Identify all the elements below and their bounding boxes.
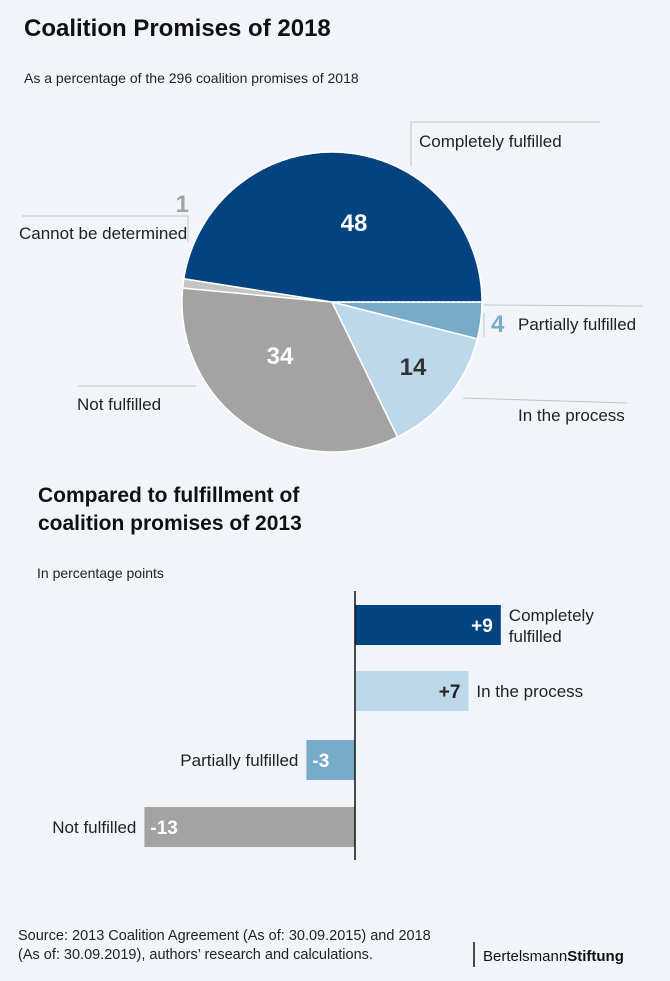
pie-label-partially-fulfilled: Partially fulfilled xyxy=(518,315,636,334)
bar-value-not-fulfilled: -13 xyxy=(150,818,177,839)
bar-label-line1: Completely xyxy=(509,606,595,625)
bar-partially-fulfilled xyxy=(306,740,355,780)
bar-label-not-fulfilled: Not fulfilled xyxy=(52,818,136,837)
bar-label-in-the-process: In the process xyxy=(476,682,583,701)
bar-label-completely-fulfilled: Completely fulfilled xyxy=(509,606,595,646)
bar-completely-fulfilled xyxy=(355,605,501,645)
pie-value-outer-cannot-be-determined: 1 xyxy=(176,191,189,218)
pie-slice-in-the-process xyxy=(330,300,479,439)
pie-slice-not-fulfilled xyxy=(181,287,399,453)
source-line-1: Source: 2013 Coalition Agreement (As of:… xyxy=(18,928,431,944)
pie-label-completely-fulfilled: Completely fulfilled xyxy=(419,132,562,151)
pie-label-in-the-process: In the process xyxy=(518,406,625,425)
leader-line-completely-fulfilled xyxy=(410,121,600,166)
pie-title: Coalition Promises of 2018 xyxy=(24,15,331,42)
bar-title-line2: coalition promises of 2013 xyxy=(38,512,302,535)
bar-value-partially-fulfilled: -3 xyxy=(312,751,329,772)
logo-part-bertelsmann: Bertelsmann xyxy=(483,948,567,965)
bar-title-line1: Compared to fulfillment of xyxy=(38,484,300,507)
bar-not-fulfilled xyxy=(144,807,355,847)
pie-value-label-in-the-process: 14 xyxy=(400,354,427,381)
source-line-2: (As of: 30.09.2019), authors’ research a… xyxy=(18,947,373,963)
bar-value-completely-fulfilled: +9 xyxy=(471,616,493,637)
bar-subtitle: In percentage points xyxy=(37,565,164,581)
leader-line-partially-fulfilled xyxy=(483,304,644,307)
pie-subtitle: As a percentage of the 296 coalition pro… xyxy=(24,70,359,86)
leader-line-cannot-be-determined xyxy=(22,215,189,242)
pie-value-label-not-fulfilled: 34 xyxy=(267,343,294,370)
pie-value-label-completely-fulfilled: 48 xyxy=(341,210,368,237)
pie-label-cannot-be-determined: Cannot be determined xyxy=(19,224,187,243)
bar-in-the-process xyxy=(355,671,469,711)
pie-slice-completely-fulfilled xyxy=(182,151,483,303)
logo-wordmark: BertelsmannStiftung xyxy=(483,948,624,965)
bar-value-in-the-process: +7 xyxy=(439,682,461,703)
pie-slices xyxy=(181,151,483,453)
bars: +9 Completely fulfilled +7 In the process -3 P… xyxy=(52,605,594,847)
pie-value-outer-partially-fulfilled: 4 xyxy=(491,311,505,338)
bar-label-partially-fulfilled: Partially fulfilled xyxy=(180,751,298,770)
bar-label-line2: fulfilled xyxy=(509,627,562,646)
logo-part-stiftung: Stiftung xyxy=(567,948,624,965)
bar-title: Compared to fulfillment of coalition prom… xyxy=(38,484,302,535)
leader-line-in-the-process xyxy=(462,397,628,404)
pie-label-not-fulfilled: Not fulfilled xyxy=(77,395,161,414)
